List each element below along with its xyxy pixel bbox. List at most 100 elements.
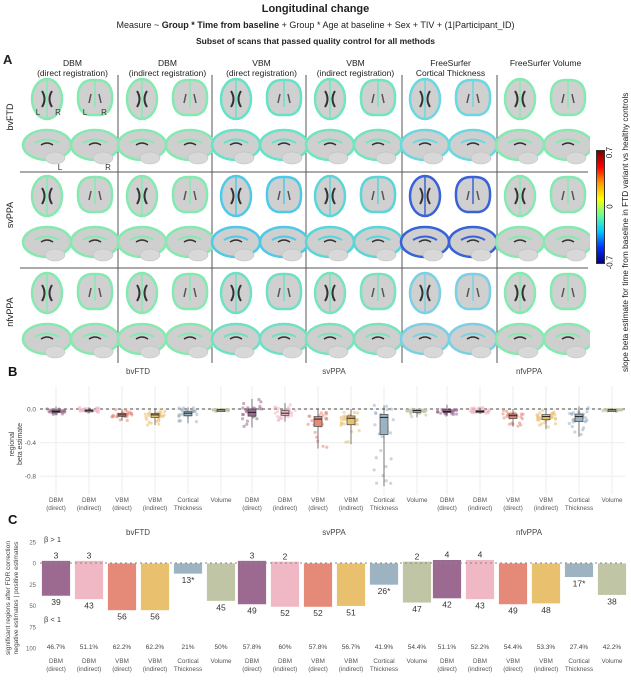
data-point xyxy=(191,406,196,410)
data-point xyxy=(48,408,53,412)
orientation-label-left: L xyxy=(36,108,41,117)
sagittal-brain-slice xyxy=(542,225,590,262)
data-point xyxy=(389,457,393,461)
x-tick-label: Volume xyxy=(601,497,623,504)
x-tick-label: DBM xyxy=(278,658,292,665)
sagittal-brain-slice xyxy=(69,225,121,262)
x-tick-label: (direct) xyxy=(308,505,328,512)
sagittal-brain-slice xyxy=(164,225,216,262)
axial-brain-slice xyxy=(503,77,537,121)
data-point xyxy=(315,435,319,439)
x-tick-label: (direct) xyxy=(437,505,457,512)
negative-count-label: 13* xyxy=(182,575,195,585)
brain-map-cell xyxy=(494,271,590,359)
data-point xyxy=(507,422,512,426)
data-point xyxy=(471,406,475,410)
brain-map-cell xyxy=(494,174,590,262)
column-header: DBM (indirect registration) xyxy=(120,58,215,78)
x-tick-label: (indirect) xyxy=(143,505,168,512)
bar xyxy=(41,560,71,597)
coronal-brain-slice xyxy=(549,78,587,117)
x-tick-label: (direct) xyxy=(112,666,132,673)
brain-map-cell xyxy=(399,271,499,359)
y-tick-label: 0.0 xyxy=(27,407,36,414)
panel-b-label: B xyxy=(8,364,17,379)
axial-brain-slice xyxy=(219,77,253,121)
column-header-line1: FreeSurfer Volume xyxy=(509,58,582,68)
negative-count-label: 43 xyxy=(475,601,485,611)
data-point xyxy=(421,409,425,413)
brain-map-cell xyxy=(210,77,310,165)
data-point xyxy=(579,432,583,437)
axial-brain-slice xyxy=(219,174,253,218)
x-tick-label: DBM xyxy=(473,658,487,665)
x-tick-label: Thickness xyxy=(174,666,202,673)
x-tick-label: (indirect) xyxy=(339,666,364,673)
x-tick-label: DBM xyxy=(245,658,259,665)
axial-brain-slice xyxy=(408,174,442,218)
data-point xyxy=(273,405,277,409)
percent-label: 54.4% xyxy=(504,644,523,651)
bar xyxy=(74,560,104,600)
data-point xyxy=(410,414,414,419)
y-tick-label: 25 xyxy=(29,540,36,546)
column-header-line2: (indirect registration) xyxy=(316,68,395,78)
data-point xyxy=(155,419,159,423)
data-point xyxy=(409,412,413,416)
sagittal-brain-slice xyxy=(258,128,310,165)
x-tick-label: DBM xyxy=(440,497,454,504)
x-tick-label: Thickness xyxy=(565,505,593,512)
x-tick-label: (direct) xyxy=(437,666,457,673)
axial-brain-slice xyxy=(125,77,159,121)
data-point xyxy=(342,410,346,415)
positive-count-label: 2 xyxy=(415,551,420,561)
data-point xyxy=(346,440,350,444)
axial-brain-slice xyxy=(125,174,159,218)
coronal-brain-slice xyxy=(454,78,492,117)
coronal-brain-slice xyxy=(265,272,303,311)
y-axis-title: regional xyxy=(9,431,16,456)
data-point xyxy=(374,411,378,415)
x-tick-label: Thickness xyxy=(174,505,202,512)
y-axis-title: beta estimate xyxy=(17,423,24,465)
data-point xyxy=(539,422,543,426)
data-point xyxy=(78,406,82,410)
formula-prefix: Measure ~ xyxy=(116,20,162,30)
data-point xyxy=(571,411,575,415)
data-point xyxy=(407,408,411,412)
x-tick-label: (indirect) xyxy=(77,505,102,512)
sagittal-brain-slice xyxy=(542,322,590,359)
x-tick-label: DBM xyxy=(245,497,259,504)
column-header: DBM (direct registration) xyxy=(25,58,120,78)
negative-count-label: 56 xyxy=(117,612,127,622)
x-tick-label: VBM xyxy=(539,497,553,504)
x-tick-label: (indirect) xyxy=(339,505,364,512)
sagittal-brain-slice xyxy=(304,128,356,165)
box xyxy=(346,415,356,426)
data-point xyxy=(486,409,491,414)
x-tick-label: (indirect) xyxy=(77,666,102,673)
data-point xyxy=(567,421,571,426)
data-point xyxy=(290,413,294,418)
brain-map-cell xyxy=(21,174,121,262)
data-point xyxy=(143,412,147,416)
data-point xyxy=(373,423,377,427)
brain-map-cell xyxy=(21,271,121,359)
x-tick-label: (indirect) xyxy=(273,666,298,673)
orientation-label-right: R xyxy=(101,108,107,117)
data-point xyxy=(148,410,152,414)
data-point xyxy=(374,456,378,460)
beta-less-annotation: β < 1 xyxy=(44,615,61,624)
data-point xyxy=(343,414,347,418)
axial-brain-slice xyxy=(408,271,442,315)
x-tick-label: VBM xyxy=(311,658,325,665)
data-point xyxy=(439,411,443,415)
data-point xyxy=(110,415,114,419)
data-point xyxy=(536,417,540,421)
data-point xyxy=(352,410,356,415)
data-point xyxy=(92,408,97,413)
percent-label: 21% xyxy=(181,644,194,651)
sagittal-brain-slice xyxy=(116,225,168,262)
x-tick-label: (direct) xyxy=(46,505,66,512)
sagittal-brain-slice xyxy=(447,128,499,165)
